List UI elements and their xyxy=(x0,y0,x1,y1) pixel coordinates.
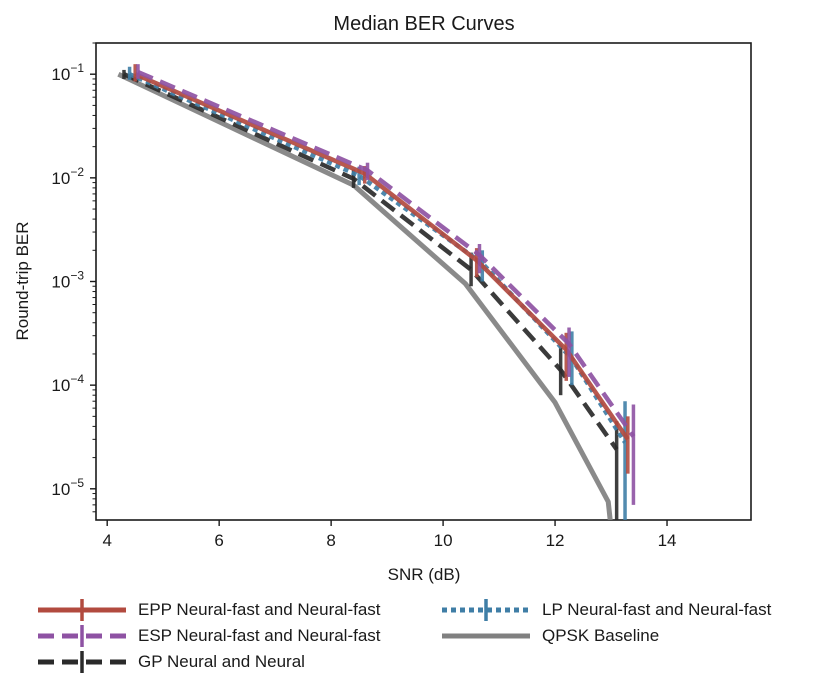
y-tick-label: 10−3 xyxy=(51,269,84,292)
legend-label-esp: ESP Neural-fast and Neural-fast xyxy=(138,626,381,645)
series-3 xyxy=(127,66,627,520)
series-1 xyxy=(136,64,636,505)
chart-title: Median BER Curves xyxy=(333,13,514,35)
y-axis-label: Round-trip BER xyxy=(13,221,32,340)
y-tick-label: 10−4 xyxy=(51,372,84,395)
y-tick-label: 10−2 xyxy=(51,165,84,188)
series-0 xyxy=(133,64,630,474)
x-tick-label: 4 xyxy=(102,531,111,550)
legend-label-qpsk: QPSK Baseline xyxy=(542,626,660,645)
series-line xyxy=(123,72,619,451)
legend-label-lp: LP Neural-fast and Neural-fast xyxy=(542,600,772,619)
legend-label-epp: EPP Neural-fast and Neural-fast xyxy=(138,600,381,619)
legend-swatch-esp xyxy=(38,625,126,647)
x-axis-label: SNR (dB) xyxy=(388,565,461,584)
legend-label-gp: GP Neural and Neural xyxy=(138,652,305,671)
legend-swatch-lp xyxy=(442,599,530,621)
x-tick-label: 6 xyxy=(214,531,223,550)
legend: EPP Neural-fast and Neural-fast ESP Neur… xyxy=(36,597,826,687)
legend-item-qpsk: QPSK Baseline xyxy=(440,623,659,649)
legend-swatch-epp xyxy=(38,599,126,621)
legend-item-epp: EPP Neural-fast and Neural-fast xyxy=(36,597,381,623)
plot-frame xyxy=(95,42,752,521)
y-tick-label: 10−1 xyxy=(51,61,84,84)
series-layer xyxy=(117,64,636,520)
series-line xyxy=(128,72,627,444)
x-tick-label: 12 xyxy=(546,531,565,550)
legend-item-gp: GP Neural and Neural xyxy=(36,649,305,675)
series-line xyxy=(117,71,613,520)
legend-swatch-gp xyxy=(38,651,126,673)
x-axis-ticks: 4 6 8 10 12 14 xyxy=(102,520,676,550)
legend-swatch-qpsk xyxy=(442,633,530,639)
y-tick-label: 10−5 xyxy=(51,476,84,499)
series-2 xyxy=(122,69,619,520)
chart: Median BER Curves 4 6 8 10 12 14 10−5 10−4 10−3… xyxy=(13,13,752,584)
series-line xyxy=(134,72,630,441)
x-tick-label: 14 xyxy=(658,531,677,550)
legend-item-esp: ESP Neural-fast and Neural-fast xyxy=(36,623,381,649)
y-axis-ticks: 10−5 10−4 10−3 10−2 10−1 xyxy=(51,61,96,499)
x-tick-label: 10 xyxy=(434,531,453,550)
y-minor-ticks xyxy=(92,42,96,513)
legend-item-lp: LP Neural-fast and Neural-fast xyxy=(440,597,771,623)
series-4 xyxy=(117,71,613,520)
x-tick-label: 8 xyxy=(326,531,335,550)
